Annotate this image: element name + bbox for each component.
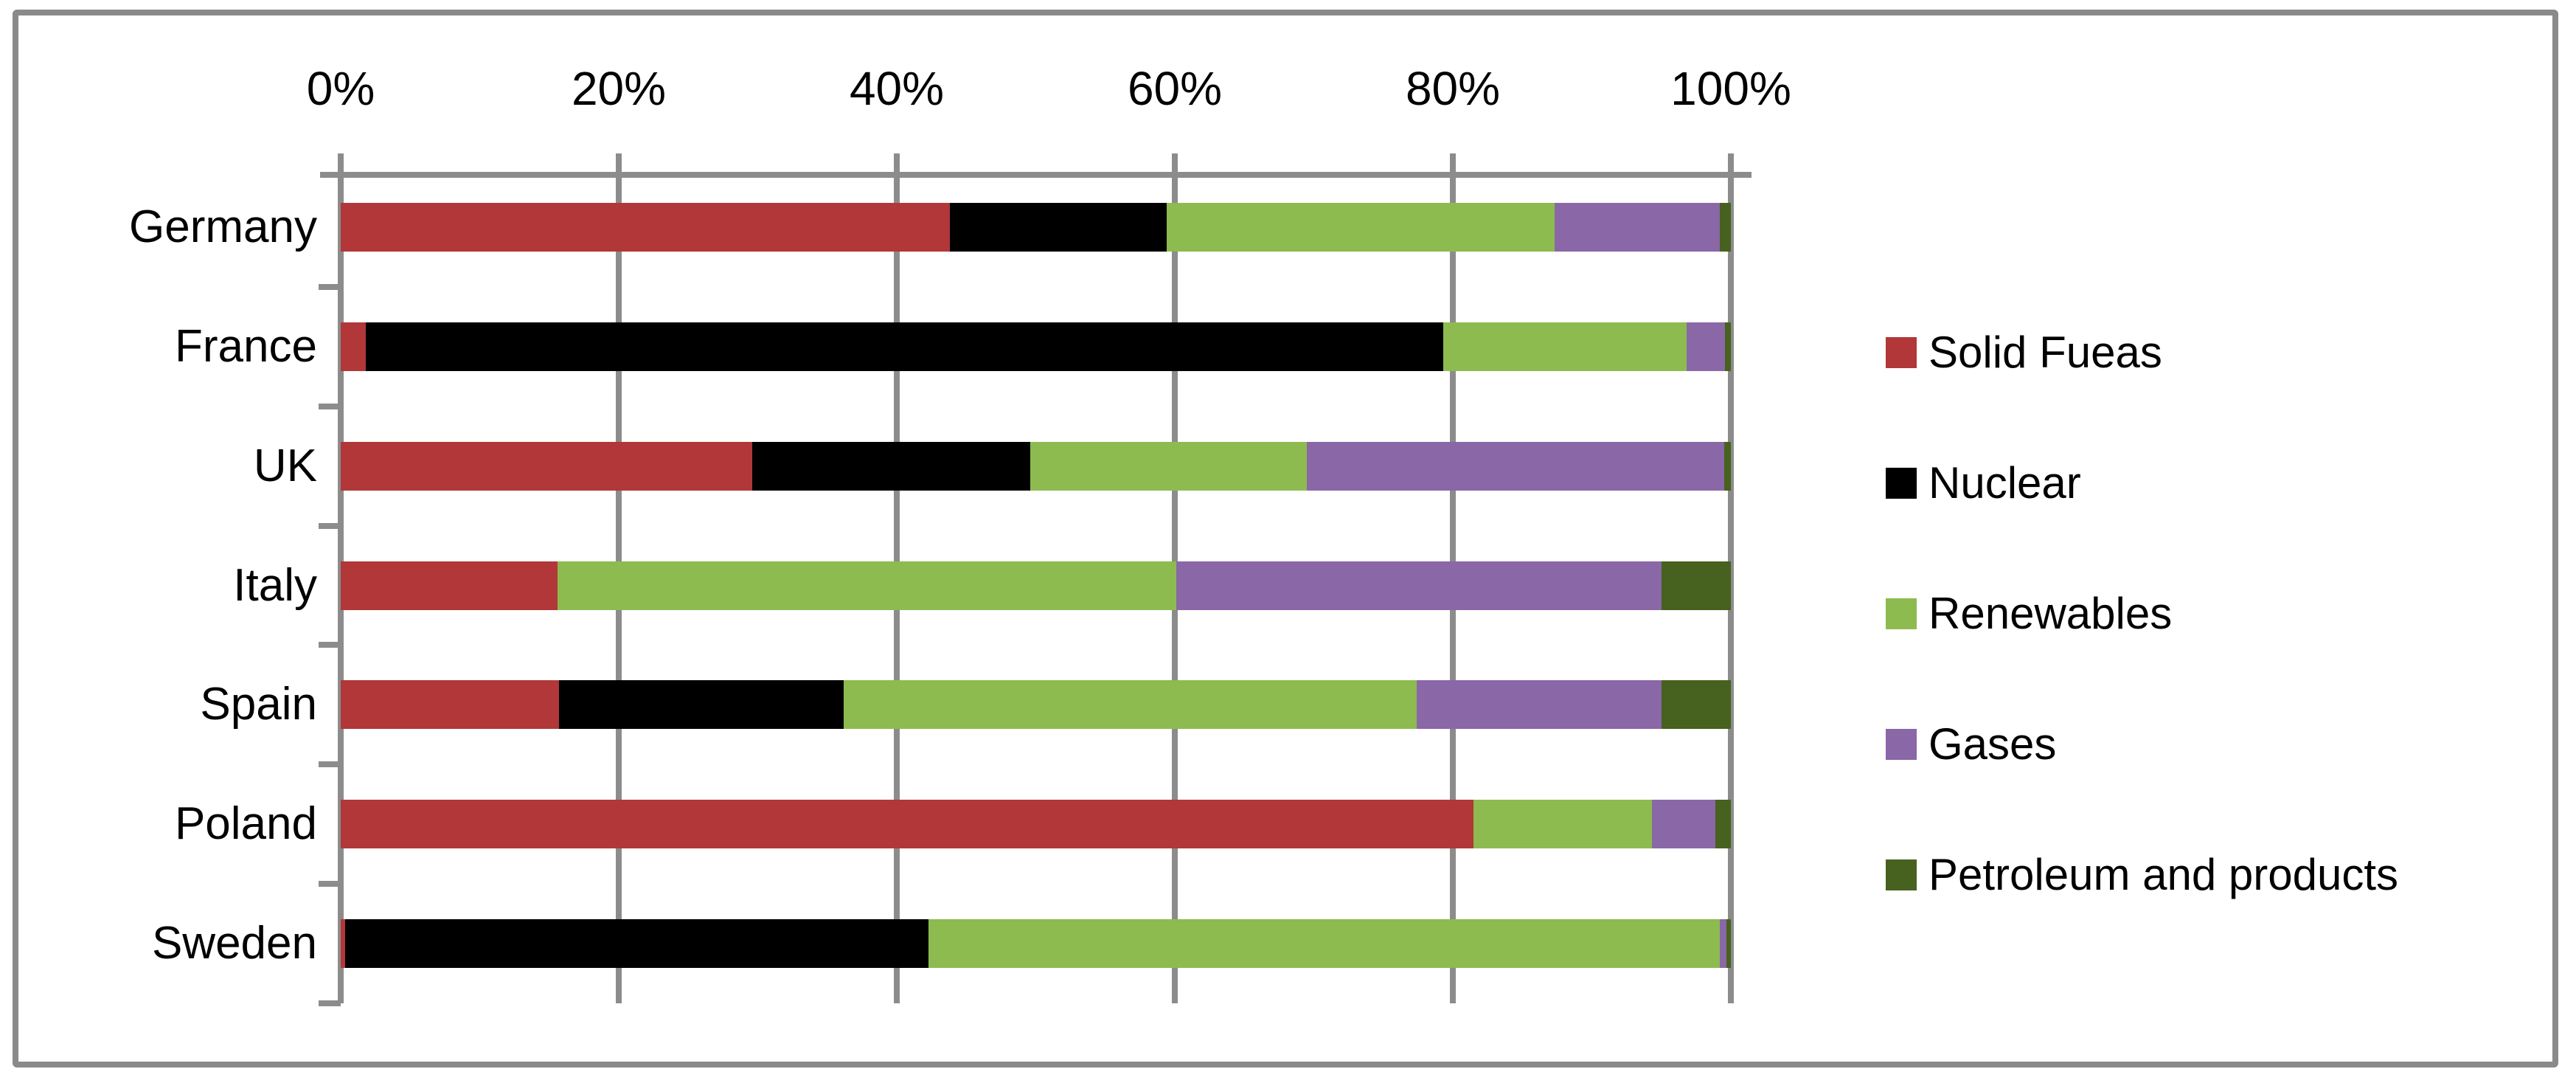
legend-label: Petroleum and products: [1928, 850, 2399, 899]
bar-segment-petroleum-and-products-poland: [1715, 800, 1731, 849]
legend-swatch: [1886, 468, 1917, 499]
y-axis-tick: [319, 403, 341, 409]
y-axis-tick: [319, 642, 341, 648]
bar-segment-gases-sweden: [1719, 919, 1727, 969]
category-label: Sweden: [151, 918, 317, 969]
bar-segment-gases-italy: [1176, 561, 1662, 610]
legend-swatch: [1886, 337, 1917, 368]
x-axis-tick-label: 80%: [1405, 62, 1501, 115]
x-axis-tick-label: 40%: [849, 62, 945, 115]
bar-segment-renewables-uk: [1030, 441, 1308, 491]
bar-segment-petroleum-and-products-germany: [1719, 202, 1731, 252]
legend-label: Solid Fueas: [1928, 328, 2162, 377]
bar-segment-petroleum-and-products-sweden: [1726, 919, 1731, 969]
x-axis-line: [320, 172, 1752, 178]
bar-segment-solid-fueas-france: [341, 322, 366, 371]
chart-outer-border: [13, 10, 2558, 1068]
category-label: Spain: [200, 679, 317, 730]
bar-segment-petroleum-and-products-italy: [1661, 561, 1731, 610]
category-label: UK: [253, 440, 317, 491]
legend-label: Nuclear: [1928, 458, 2081, 508]
bar-segment-solid-fueas-germany: [341, 202, 950, 252]
bar-segment-petroleum-and-products-spain: [1661, 680, 1731, 730]
bar-segment-gases-uk: [1307, 441, 1724, 491]
legend-item: Nuclear: [1886, 461, 2081, 505]
bar-segment-nuclear-germany: [949, 202, 1167, 252]
legend-label: Renewables: [1928, 589, 2173, 638]
bar-segment-nuclear-sweden: [344, 919, 929, 969]
bar-segment-gases-germany: [1554, 202, 1720, 252]
bar-segment-gases-poland: [1651, 800, 1716, 849]
bar-segment-nuclear-spain: [558, 680, 844, 730]
legend-item: Renewables: [1886, 592, 2172, 636]
x-axis-tick-label: 60%: [1127, 62, 1223, 115]
bar-segment-renewables-germany: [1166, 202, 1555, 252]
legend-swatch: [1886, 729, 1917, 760]
bar-segment-renewables-france: [1443, 322, 1687, 371]
bar-segment-solid-fueas-spain: [341, 680, 559, 730]
x-axis-tick-label: 0%: [306, 62, 375, 115]
y-axis-tick: [319, 283, 341, 290]
bar-segment-petroleum-and-products-uk: [1723, 441, 1731, 491]
bar-segment-solid-fueas-poland: [341, 800, 1474, 849]
bar-segment-renewables-poland: [1473, 800, 1652, 849]
x-axis-tick-label: 100%: [1670, 62, 1791, 115]
category-label: France: [175, 320, 317, 372]
bar-segment-renewables-italy: [558, 561, 1176, 610]
category-label: Poland: [174, 798, 317, 850]
bar-segment-renewables-spain: [844, 680, 1417, 730]
bar-segment-renewables-sweden: [928, 919, 1720, 969]
category-label: Germany: [129, 201, 317, 252]
legend-label: Gases: [1928, 719, 2057, 769]
legend-item: Solid Fueas: [1886, 331, 2162, 375]
y-axis-tick: [319, 1000, 341, 1006]
bar-segment-solid-fueas-italy: [341, 561, 558, 610]
bar-segment-nuclear-uk: [751, 441, 1030, 491]
bar-segment-petroleum-and-products-france: [1725, 322, 1731, 371]
legend-item: Petroleum and products: [1886, 853, 2398, 897]
y-axis-tick: [319, 761, 341, 768]
y-axis-tick: [319, 522, 341, 529]
bar-segment-nuclear-france: [365, 322, 1443, 371]
legend-item: Gases: [1886, 722, 2056, 767]
gridline: [1728, 153, 1734, 1003]
x-axis-tick-label: 20%: [571, 62, 667, 115]
bar-segment-gases-spain: [1416, 680, 1662, 730]
category-label: Italy: [233, 559, 317, 611]
bar-segment-solid-fueas-sweden: [341, 919, 345, 969]
bar-segment-gases-france: [1686, 322, 1726, 371]
bar-segment-solid-fueas-uk: [341, 441, 752, 491]
legend-swatch: [1886, 598, 1917, 629]
legend-swatch: [1886, 859, 1917, 890]
y-axis-tick: [319, 881, 341, 887]
